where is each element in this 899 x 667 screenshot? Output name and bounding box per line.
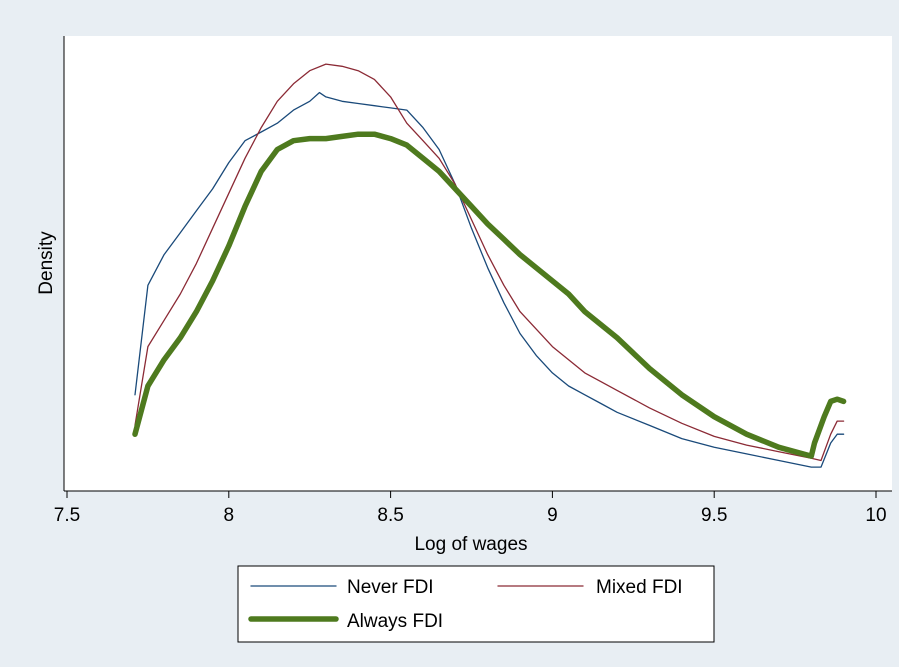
y-axis-title: Density: [36, 231, 57, 295]
x-axis-title: Log of wages: [414, 534, 527, 555]
series-line-always-fdi: [132, 131, 847, 459]
series-line-mixed-fdi: [134, 63, 845, 462]
x-tick-label: 10: [865, 505, 886, 526]
legend-label: Never FDI: [347, 577, 434, 598]
x-tick-label: 8: [224, 505, 235, 526]
plot-area: [64, 36, 892, 491]
x-tick-label: 9: [547, 505, 558, 526]
legend-box: [237, 565, 715, 643]
legend: Never FDI Mixed FDI Always FDI: [237, 565, 715, 643]
legend-label: Mixed FDI: [596, 577, 683, 598]
axes: 7.5 8 8.5 9 9.5 10: [54, 36, 892, 526]
legend-label: Always FDI: [347, 611, 443, 632]
series-layer: [132, 63, 847, 468]
x-tick-label: 8.5: [377, 505, 403, 526]
series-line-never-fdi: [134, 91, 845, 468]
x-tick-label: 9.5: [701, 505, 727, 526]
x-tick-label: 7.5: [54, 505, 80, 526]
